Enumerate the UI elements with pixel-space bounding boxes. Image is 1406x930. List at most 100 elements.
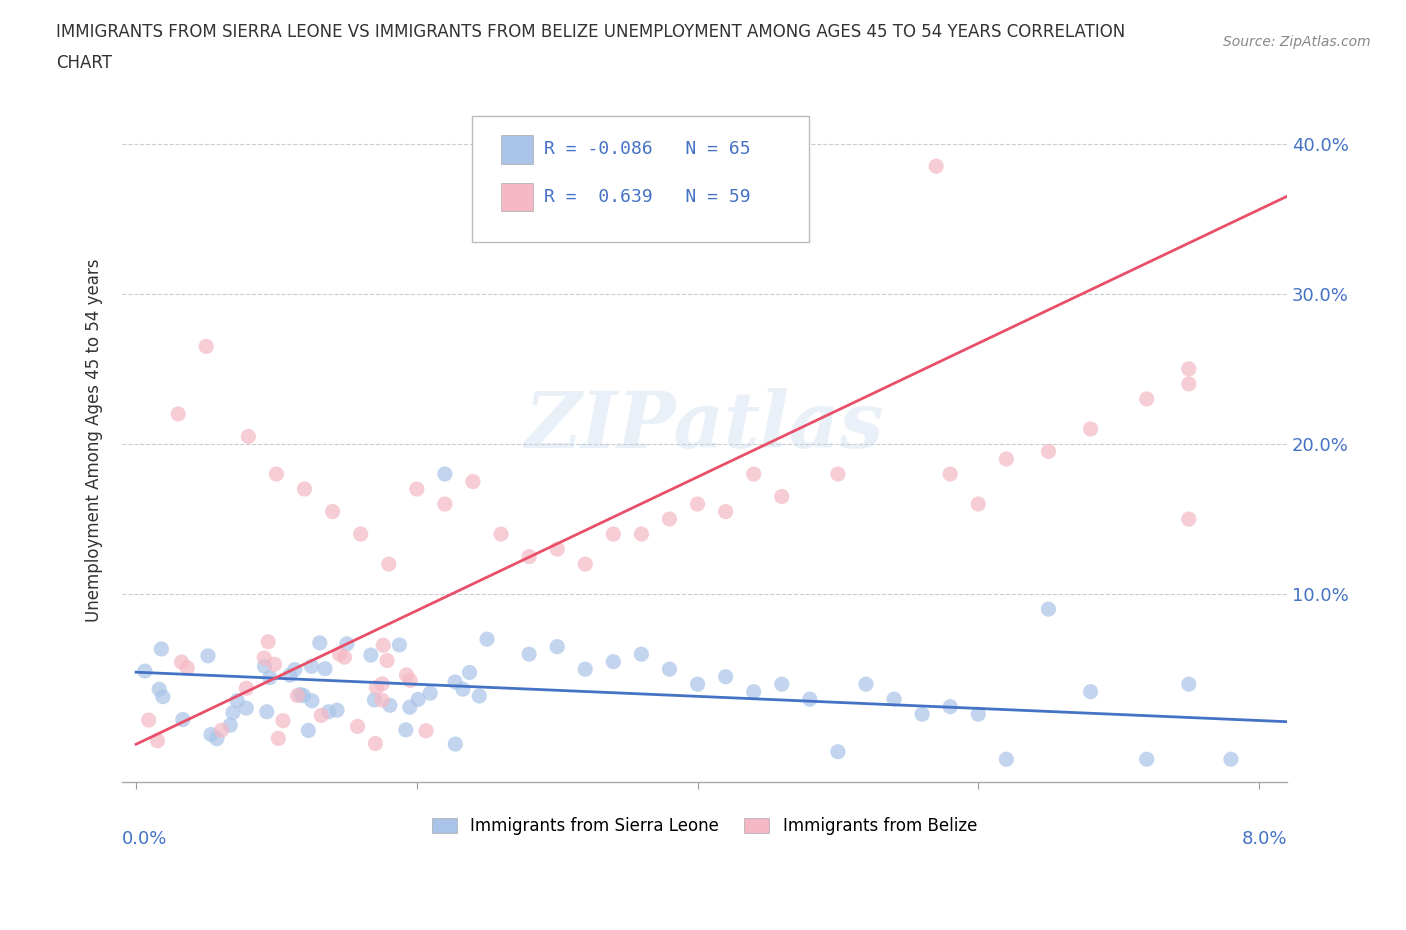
Point [371, 676, 394, 691]
Point [1038, 444, 1060, 458]
Point [301, 694, 323, 709]
Point [1080, 684, 1102, 699]
Point [1136, 751, 1159, 766]
Point [444, 674, 467, 689]
Point [546, 639, 568, 654]
Point [444, 737, 467, 751]
Point [433, 467, 456, 482]
Point [226, 693, 249, 708]
Point [375, 653, 398, 668]
Point [170, 655, 193, 670]
Point [686, 677, 709, 692]
Point [406, 692, 429, 707]
Point [517, 549, 540, 564]
Point [995, 452, 1018, 467]
Point [827, 744, 849, 759]
Point [433, 497, 456, 512]
Bar [501, 182, 533, 211]
Point [257, 634, 280, 649]
Point [468, 688, 491, 703]
Text: 0.0%: 0.0% [122, 830, 167, 847]
Point [517, 646, 540, 661]
Point [278, 668, 301, 683]
Point [489, 526, 512, 541]
Point [322, 504, 344, 519]
Point [1038, 602, 1060, 617]
Legend: Immigrants from Sierra Leone, Immigrants from Belize: Immigrants from Sierra Leone, Immigrants… [426, 810, 984, 842]
Point [827, 467, 849, 482]
Point [405, 482, 427, 497]
Point [253, 650, 276, 665]
Point [1219, 751, 1241, 766]
Point [292, 688, 315, 703]
Point [602, 526, 624, 541]
Point [574, 557, 596, 572]
Text: Source: ZipAtlas.com: Source: ZipAtlas.com [1223, 35, 1371, 49]
Point [267, 731, 290, 746]
Point [197, 648, 219, 663]
Point [770, 677, 793, 692]
Point [419, 685, 441, 700]
Point [415, 724, 437, 738]
Point [311, 708, 333, 723]
Point [967, 707, 990, 722]
Point [995, 751, 1018, 766]
Point [308, 635, 330, 650]
Point [939, 467, 962, 482]
Y-axis label: Unemployment Among Ages 45 to 54 years: Unemployment Among Ages 45 to 54 years [86, 259, 103, 622]
Point [1080, 421, 1102, 436]
Text: R =  0.639   N = 59: R = 0.639 N = 59 [544, 188, 751, 206]
Point [205, 731, 228, 746]
Point [360, 647, 382, 662]
Point [235, 681, 257, 696]
Point [167, 406, 190, 421]
Point [150, 642, 173, 657]
Point [200, 727, 222, 742]
Point [395, 723, 418, 737]
Point [256, 704, 278, 719]
Point [314, 661, 336, 676]
Point [138, 712, 160, 727]
Point [318, 704, 340, 719]
Point [939, 699, 962, 714]
Point [1136, 392, 1159, 406]
Point [222, 705, 245, 720]
Point [395, 668, 418, 683]
Point [284, 662, 307, 677]
Point [398, 699, 420, 714]
Point [350, 526, 373, 541]
Point [297, 723, 319, 737]
Point [134, 664, 156, 679]
Text: CHART: CHART [56, 54, 112, 72]
Text: R = -0.086   N = 65: R = -0.086 N = 65 [544, 140, 751, 158]
Point [373, 638, 395, 653]
Point [1178, 362, 1201, 377]
Point [259, 671, 281, 685]
Point [294, 482, 316, 497]
Point [686, 497, 709, 512]
Point [714, 670, 737, 684]
Point [253, 658, 276, 673]
Point [574, 662, 596, 677]
Point [363, 693, 385, 708]
Point [967, 497, 990, 512]
Point [658, 662, 681, 677]
Point [263, 657, 285, 671]
Point [366, 680, 388, 695]
Point [195, 339, 218, 353]
Point [630, 646, 652, 661]
Point [146, 733, 169, 748]
Point [152, 689, 174, 704]
Point [630, 526, 652, 541]
Point [770, 489, 793, 504]
Point [458, 665, 481, 680]
Point [451, 682, 474, 697]
Point [364, 736, 387, 751]
Point [328, 646, 350, 661]
Point [714, 504, 737, 519]
Point [211, 723, 233, 737]
Point [176, 660, 198, 675]
Point [1178, 512, 1201, 526]
Point [911, 707, 934, 722]
Point [388, 637, 411, 652]
